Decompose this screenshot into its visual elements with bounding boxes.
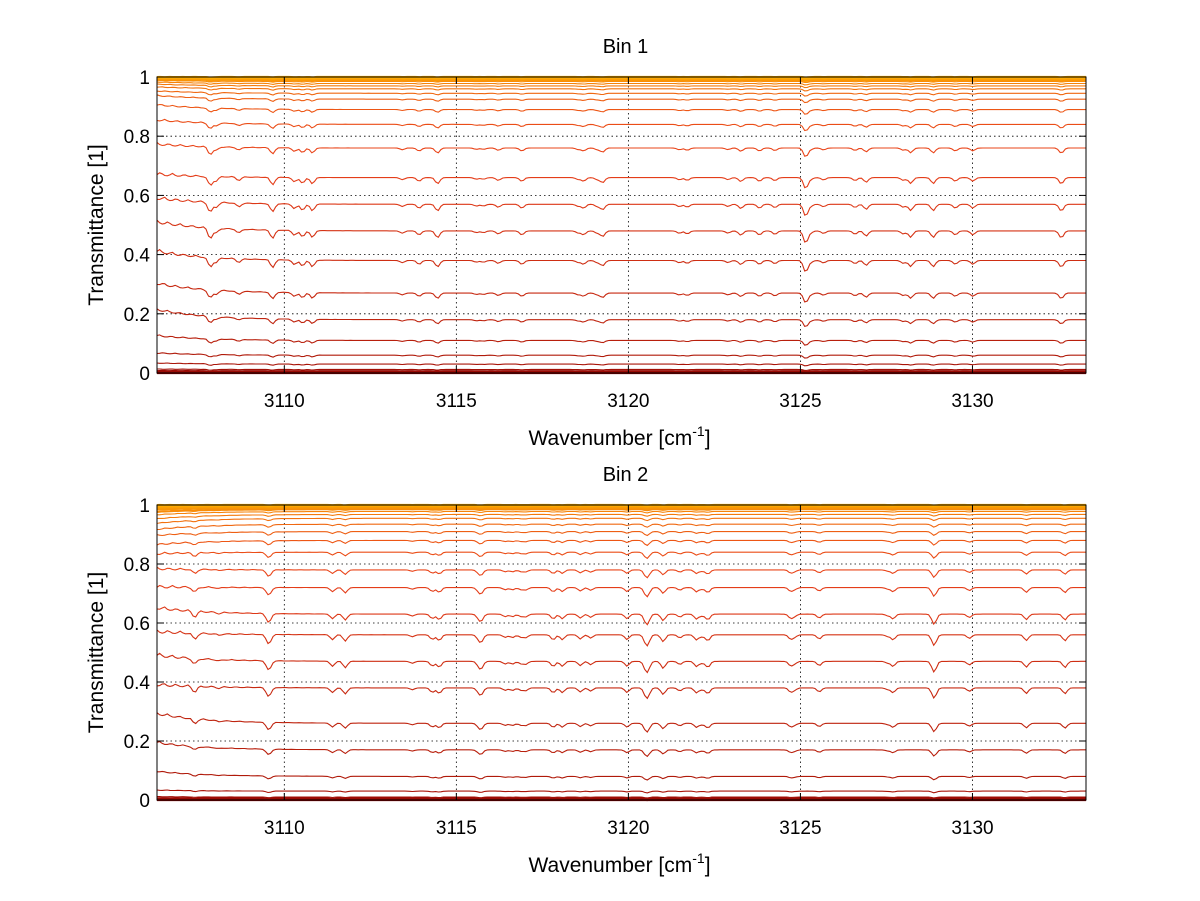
y-tick-label: 0.4: [124, 673, 151, 694]
x-axis-label: Wavenumber [cm-1]: [528, 850, 710, 877]
series-line: [156, 79, 1086, 84]
series-line: [156, 517, 1086, 525]
series-line: [156, 219, 1086, 243]
series-line: [156, 196, 1086, 216]
series-line: [156, 118, 1086, 132]
y-tick-label: 0.6: [124, 614, 150, 635]
series-line: [157, 78, 1086, 83]
series-line: [157, 510, 1086, 516]
x-tick-label: 3115: [436, 391, 477, 412]
tick-marks: [157, 76, 1086, 374]
series-line: [156, 629, 1086, 647]
series-line: [157, 770, 1086, 781]
series-line: [156, 531, 1086, 537]
y-tick-label: 0.4: [124, 246, 151, 267]
x-axis-label: Wavenumber [cm-1]: [528, 423, 710, 450]
x-tick-label: 3115: [436, 818, 477, 839]
tick-labels: 3110 3115 3120 3125 3130 0 0.2 0.4 0.6 0.8 1: [124, 68, 994, 412]
series-line: [157, 513, 1086, 519]
series-line: [156, 362, 1086, 367]
series-line: [156, 334, 1086, 346]
x-tick-label: 3130: [951, 391, 993, 412]
series-line: [157, 796, 1086, 799]
series-lines: [156, 503, 1086, 802]
grid-lines: [157, 504, 1086, 800]
tick-marks: [157, 504, 1086, 801]
series-line: [156, 141, 1086, 157]
axes-frame: [156, 76, 1087, 374]
y-tick-label: 0: [139, 364, 150, 385]
chart-panel-bin-2: 3110 3115 3120 3125 3130 0 0.2 0.4 0.6 0.8 1 Bin 2…: [85, 464, 1087, 877]
series-line: [156, 172, 1086, 189]
series-line: [156, 551, 1086, 560]
y-tick-label: 1: [139, 496, 150, 517]
x-tick-label: 3125: [779, 391, 821, 412]
series-line: [156, 539, 1086, 547]
x-tick-label: 3120: [607, 818, 649, 839]
series-line: [156, 83, 1086, 89]
grid-lines: [157, 76, 1086, 373]
x-tick-label: 3110: [264, 391, 305, 412]
series-line: [156, 86, 1086, 92]
series-line: [156, 369, 1086, 373]
y-axis-label: Transmittance [1]: [85, 144, 108, 305]
series-line: [156, 566, 1086, 579]
series-line: [156, 652, 1086, 674]
series-line: [156, 789, 1086, 794]
x-tick-label: 3120: [607, 391, 649, 412]
chart-panel-bin-1: 3110 3115 3120 3125 3130 0 0.2 0.4 0.6 0.8 1 Bin 1…: [85, 36, 1087, 450]
series-line: [156, 352, 1086, 359]
y-tick-label: 0: [139, 791, 150, 812]
series-line: [157, 368, 1086, 371]
series-line: [156, 584, 1086, 598]
y-tick-label: 0.2: [124, 732, 150, 753]
series-line: [156, 507, 1086, 513]
tick-labels: 3110 3115 3120 3125 3130 0 0.2 0.4 0.6 0.8 1: [124, 496, 994, 839]
series-line: [157, 523, 1086, 531]
x-tick-label: 3125: [779, 818, 821, 839]
chart-title: Bin 2: [603, 464, 649, 486]
x-tick-label: 3110: [264, 818, 305, 839]
y-tick-label: 1: [139, 68, 150, 89]
y-axis-label: Transmittance [1]: [85, 572, 108, 733]
series-line: [156, 606, 1086, 626]
chart-title: Bin 1: [603, 36, 649, 58]
y-tick-label: 0.2: [124, 305, 150, 326]
y-tick-label: 0.8: [124, 127, 150, 148]
series-line: [156, 308, 1086, 328]
series-line: [156, 683, 1086, 700]
series-line: [156, 283, 1086, 303]
y-tick-label: 0.6: [124, 186, 150, 207]
series-line: [156, 103, 1086, 115]
axes-frame: [156, 504, 1087, 801]
series-line: [156, 248, 1086, 272]
series-line: [156, 90, 1086, 97]
series-line: [156, 94, 1086, 104]
y-tick-label: 0.8: [124, 555, 150, 576]
series-line: [156, 797, 1086, 801]
series-line: [156, 712, 1086, 733]
series-lines: [156, 75, 1086, 375]
x-tick-label: 3130: [951, 818, 993, 839]
series-line: [156, 81, 1086, 86]
series-line: [156, 740, 1086, 758]
series-line: [157, 506, 1086, 511]
